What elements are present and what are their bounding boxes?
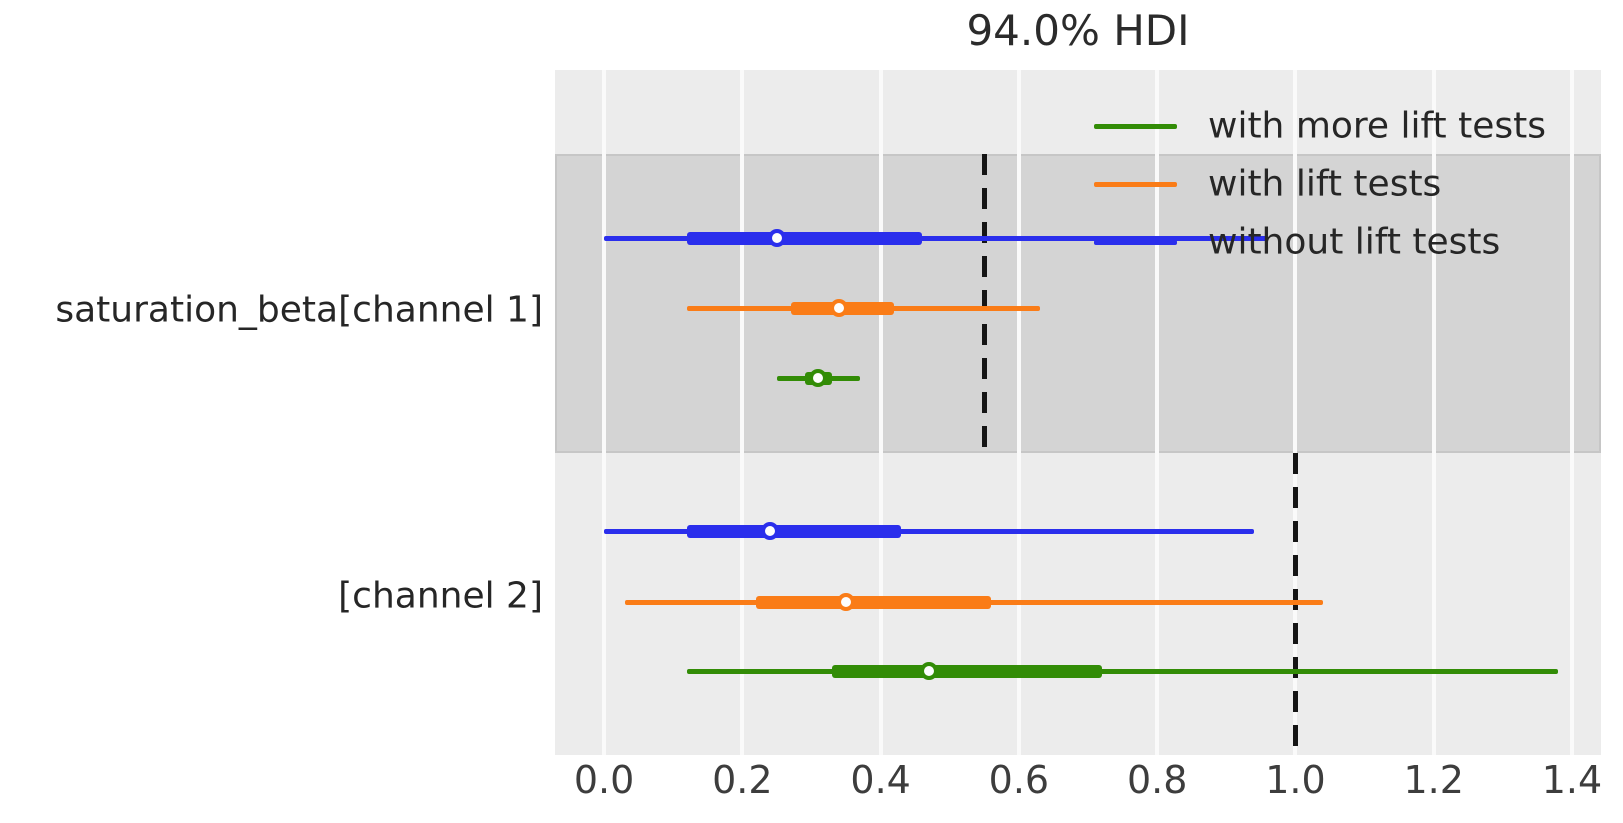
x-tick-label: 1.0 [1265, 758, 1326, 802]
median-marker-orange-channel-1 [830, 299, 849, 317]
x-gridline [1155, 70, 1160, 755]
x-gridline [1016, 70, 1021, 755]
hdi-iqr-line-blue-channel-2 [687, 524, 902, 538]
chart-title: 94.0% HDI [966, 6, 1190, 55]
x-tick-label: 1.2 [1403, 758, 1464, 802]
median-marker-blue-channel-2 [761, 522, 779, 540]
median-marker-orange-channel-2 [837, 593, 856, 611]
median-marker-green-channel-2 [920, 662, 939, 680]
x-gridline [1431, 70, 1436, 755]
median-marker-green-channel-1 [809, 369, 828, 387]
y-label-channel-1: saturation_beta[channel 1] [55, 289, 543, 331]
x-tick-label: 0.8 [1126, 758, 1188, 802]
hdi94-line-green-channel-2 [687, 668, 1559, 674]
legend-label-orange: with lift tests [1208, 163, 1442, 205]
x-tick-label: 1.4 [1541, 758, 1603, 802]
shaded-band-1 [555, 154, 1601, 453]
x-gridline [878, 70, 883, 755]
hdi-iqr-line-orange-channel-2 [756, 595, 992, 609]
x-tick-label: 0.6 [988, 758, 1050, 802]
x-tick-label: 0.0 [573, 758, 635, 802]
hdi-iqr-line-green-channel-2 [832, 664, 1102, 678]
x-tick-label: 0.2 [712, 758, 773, 802]
hdi94-line-blue-channel-2 [604, 528, 1254, 534]
plot-area: with more lift tests with lift tests witho… [555, 70, 1601, 755]
x-gridline [1569, 70, 1574, 755]
hdi-iqr-line-blue-channel-1 [687, 231, 923, 245]
legend-swatch-blue [1094, 239, 1177, 245]
x-gridline [740, 70, 745, 755]
legend-label-blue: without lift tests [1208, 221, 1501, 263]
x-tick-label: 0.4 [850, 758, 911, 802]
legend-swatch-green [1094, 123, 1177, 129]
median-marker-blue-channel-1 [767, 229, 786, 247]
legend-swatch-orange [1094, 181, 1177, 187]
y-label-channel-2: [channel 2] [338, 575, 543, 617]
x-gridline [602, 70, 607, 755]
hdi94-line-blue-channel-1 [604, 235, 1268, 241]
x-gridline [1293, 70, 1298, 755]
reference-line-channel-1 [981, 154, 987, 453]
legend-label-green: with more lift tests [1208, 105, 1547, 147]
